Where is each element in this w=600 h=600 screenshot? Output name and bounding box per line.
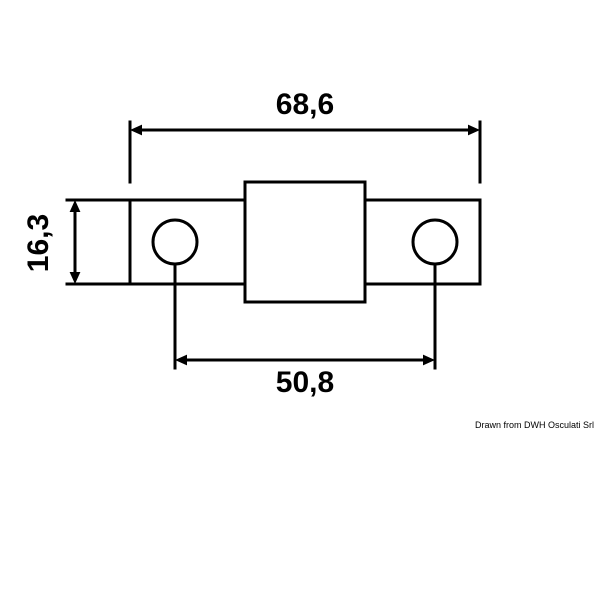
dim-label-overall-width: 68,6: [265, 88, 345, 122]
dim-label-hole-spacing: 50,8: [265, 366, 345, 400]
drawing-credit: Drawn from DWH Osculati Srl: [475, 420, 594, 430]
dim-label-height: 16,3: [22, 203, 56, 283]
technical-drawing: { "dimensions": { "overall_width": { "va…: [0, 0, 600, 600]
